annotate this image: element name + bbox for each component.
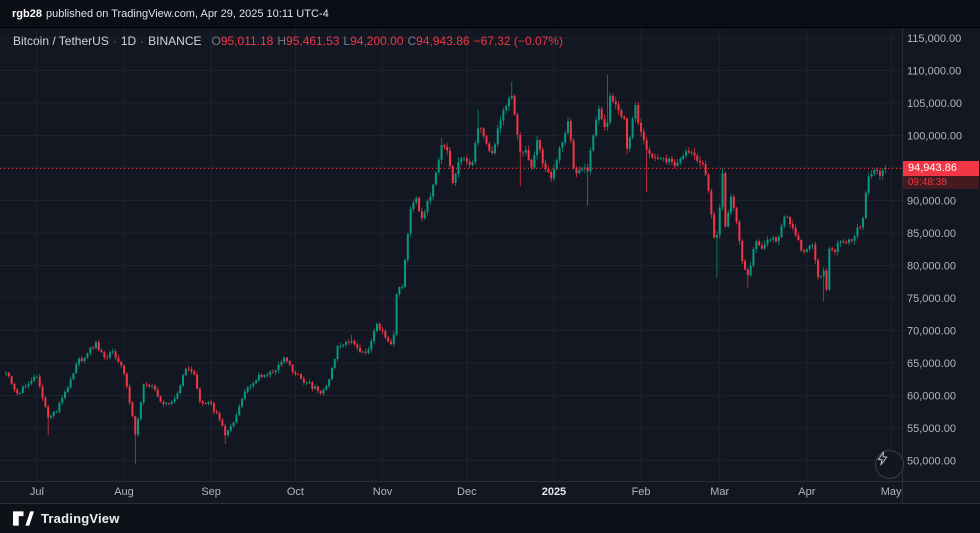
candlestick-series <box>5 74 887 464</box>
axis-separators <box>0 28 980 503</box>
publisher-username: rgb28 <box>12 7 42 20</box>
svg-text:110,000.00: 110,000.00 <box>907 66 961 78</box>
tradingview-wordmark[interactable]: TradingView <box>41 511 120 526</box>
price-scale[interactable]: 115,000.00 110,000.00 105,000.00 100,000.00… <box>907 33 962 468</box>
attribution-bar: rgb28 published on TradingView.com, Apr … <box>0 0 980 28</box>
svg-text:115,000.00: 115,000.00 <box>907 33 961 45</box>
lightning-bolt-icon <box>877 451 888 466</box>
separator-dot: · <box>140 34 145 48</box>
chart-area[interactable]: 115,000.00 110,000.00 105,000.00 100,000.00… <box>0 28 980 503</box>
interval-label[interactable]: 1D <box>120 34 137 48</box>
price-chart[interactable]: 115,000.00 110,000.00 105,000.00 100,000.00… <box>0 28 980 503</box>
svg-text:70,000.00: 70,000.00 <box>907 326 956 338</box>
separator-dot: · <box>112 34 117 48</box>
svg-text:60,000.00: 60,000.00 <box>907 391 956 403</box>
exchange-label[interactable]: BINANCE <box>148 34 202 48</box>
grid-lines <box>0 28 902 481</box>
tradingview-logo-icon[interactable] <box>13 511 34 526</box>
svg-text:Jul: Jul <box>30 486 44 498</box>
svg-text:105,000.00: 105,000.00 <box>907 98 962 110</box>
last-price-badge: 94,943.86 <box>903 160 979 176</box>
svg-text:May: May <box>881 486 902 498</box>
attribution-text: published on TradingView.com, Apr 29, 20… <box>45 7 329 20</box>
svg-text:80,000.00: 80,000.00 <box>907 261 956 273</box>
ohlc-low: L94,200.00 <box>343 34 404 48</box>
svg-text:Dec: Dec <box>457 486 477 498</box>
svg-text:Apr: Apr <box>798 486 815 498</box>
svg-text:Aug: Aug <box>114 486 134 498</box>
svg-text:65,000.00: 65,000.00 <box>907 358 956 370</box>
svg-text:50,000.00: 50,000.00 <box>907 456 956 468</box>
svg-text:75,000.00: 75,000.00 <box>907 293 956 305</box>
svg-text:Oct: Oct <box>287 486 304 498</box>
svg-text:90,000.00: 90,000.00 <box>907 196 956 208</box>
symbol-header: Bitcoin / TetherUS · 1D · BINANCE O95,01… <box>13 34 563 48</box>
instant-trading-button[interactable] <box>875 450 904 479</box>
ohlc-high: H95,461.53 <box>277 34 340 48</box>
ohlc-open: O95,011.18 <box>211 34 274 48</box>
ohlc-close: C94,943.86 <box>407 34 470 48</box>
svg-text:Mar: Mar <box>710 486 729 498</box>
svg-text:2025: 2025 <box>542 486 566 498</box>
bar-close-countdown: 09:48:38 <box>903 175 979 189</box>
symbol-name[interactable]: Bitcoin / TetherUS <box>13 34 109 48</box>
svg-text:Nov: Nov <box>373 486 393 498</box>
footer-bar: TradingView <box>0 503 980 533</box>
svg-text:85,000.00: 85,000.00 <box>907 228 956 240</box>
svg-text:Sep: Sep <box>201 486 221 498</box>
change-value: −67.32 (−0.07%) <box>473 34 563 48</box>
time-scale[interactable]: Jul Aug Sep Oct Nov Dec 2025 Feb Mar Apr May <box>30 486 902 498</box>
svg-text:Feb: Feb <box>632 486 651 498</box>
svg-text:100,000.00: 100,000.00 <box>907 131 962 143</box>
svg-text:55,000.00: 55,000.00 <box>907 423 956 435</box>
